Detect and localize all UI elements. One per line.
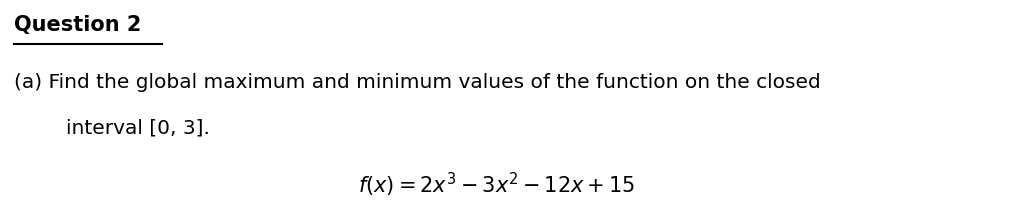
Text: $f(x) = 2x^3 - 3x^2 - 12x + 15$: $f(x) = 2x^3 - 3x^2 - 12x + 15$ — [358, 170, 635, 198]
Text: (a) Find the global maximum and minimum values of the function on the closed: (a) Find the global maximum and minimum … — [14, 73, 820, 92]
Text: Question 2: Question 2 — [14, 15, 142, 35]
Text: interval [0, 3].: interval [0, 3]. — [65, 118, 210, 136]
